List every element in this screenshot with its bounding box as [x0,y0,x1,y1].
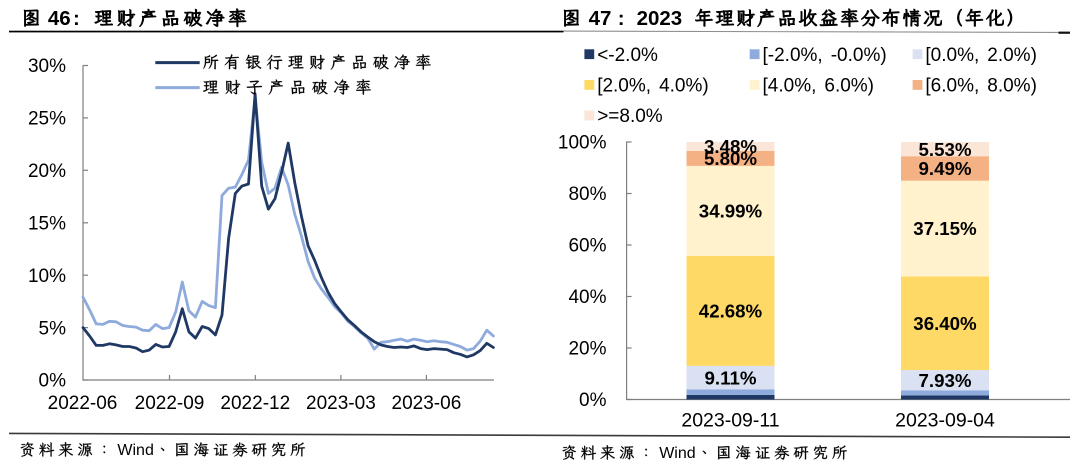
svg-text:2022-09: 2022-09 [135,393,205,414]
svg-text:25%: 25% [28,109,66,130]
svg-text:46: 46 [48,7,71,30]
svg-text:80%: 80% [568,184,606,205]
svg-text:2023: 2023 [637,7,683,30]
svg-text:5.80%: 5.80% [704,148,757,169]
svg-text:[4.0%,6.0%): [4.0%, 6.0%) [763,76,875,97]
svg-text:30%: 30% [28,56,66,77]
svg-text:Wind: Wind [659,445,695,462]
svg-text:2023-03: 2023-03 [306,393,376,414]
svg-text:47: 47 [589,7,612,30]
svg-text:34.99%: 34.99% [699,201,763,222]
svg-text:>=8.0%: >=8.0% [597,106,663,127]
svg-text:2023-06: 2023-06 [392,393,462,414]
svg-text:3.48%: 3.48% [704,136,757,157]
svg-text:9.11%: 9.11% [705,367,757,388]
svg-text:2023-09-04: 2023-09-04 [895,410,995,432]
svg-text:15%: 15% [28,214,66,235]
svg-text:[6.0%,8.0%): [6.0%, 8.0%) [925,76,1037,97]
svg-text:37.15%: 37.15% [913,218,977,239]
svg-text:5.53%: 5.53% [919,139,972,160]
svg-text:20%: 20% [568,339,606,360]
svg-text:[0.0%,2.0%): [0.0%, 2.0%) [925,45,1037,66]
svg-text:40%: 40% [568,287,606,308]
svg-text:2022-06: 2022-06 [48,393,118,414]
svg-text:60%: 60% [568,236,606,257]
svg-text:42.68%: 42.68% [699,301,763,322]
svg-text:36.40%: 36.40% [913,313,977,334]
svg-text:10%: 10% [28,266,66,287]
svg-text:0%: 0% [579,390,607,411]
svg-text:[2.0%,4.0%): [2.0%, 4.0%) [597,76,709,97]
svg-text:5%: 5% [39,318,67,339]
svg-text::: : [73,7,80,30]
svg-text:2022-12: 2022-12 [220,393,290,414]
svg-text:<-2.0%: <-2.0% [597,45,658,66]
svg-text:[-2.0%,-0.0%): [-2.0%, -0.0%) [763,45,887,66]
svg-text:2023-09-11: 2023-09-11 [681,410,779,432]
svg-text:Wind: Wind [117,442,153,459]
svg-text:7.93%: 7.93% [919,370,972,391]
svg-text:20%: 20% [28,161,66,182]
svg-text:9.49%: 9.49% [919,158,972,179]
svg-text:100%: 100% [558,133,607,154]
svg-text:0%: 0% [39,371,67,392]
svg-text::: : [618,7,625,30]
